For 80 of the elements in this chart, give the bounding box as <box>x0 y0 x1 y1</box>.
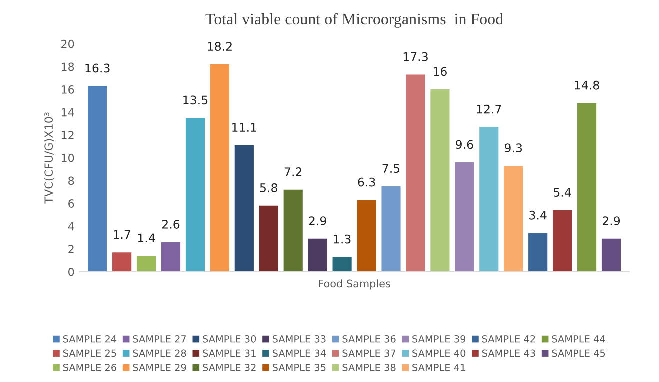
y-tick-label: 4 <box>68 222 74 231</box>
bar <box>284 190 303 272</box>
legend-label: SAMPLE 45 <box>552 350 606 358</box>
y-tick-label: 14 <box>62 108 74 117</box>
legend-label: SAMPLE 37 <box>342 350 396 358</box>
data-label: 16 <box>434 67 447 76</box>
bar <box>430 90 450 272</box>
data-label: 9.3 <box>504 144 522 153</box>
bar <box>234 145 254 272</box>
legend-label: SAMPLE 42 <box>482 335 536 343</box>
legend-label: SAMPLE 30 <box>203 335 256 343</box>
bar <box>112 252 132 272</box>
bar <box>504 166 524 272</box>
legend-label: SAMPLE 41 <box>412 364 466 372</box>
data-label: 2.9 <box>309 216 326 226</box>
bar <box>88 86 108 272</box>
bar <box>553 210 572 272</box>
data-label: 6.3 <box>358 178 376 187</box>
y-tick-label: 20 <box>62 40 74 48</box>
y-tick-label: 10 <box>62 154 74 162</box>
bar <box>528 233 548 272</box>
bar <box>186 118 206 272</box>
data-label: 7.2 <box>284 168 302 176</box>
bar <box>480 127 499 272</box>
data-label: 5.4 <box>554 188 572 198</box>
data-label: 14.8 <box>575 80 600 90</box>
legend-label: SAMPLE 36 <box>342 335 396 343</box>
data-label: 13.5 <box>184 96 208 105</box>
legend-label: SAMPLE 28 <box>133 350 186 358</box>
chart-title: Total viable count of Microorganisms in Food <box>206 13 504 28</box>
bar <box>577 103 597 272</box>
y-tick-label: 6 <box>68 200 74 208</box>
bar <box>455 162 474 272</box>
data-label: 1.7 <box>114 230 130 240</box>
data-label: 1.4 <box>138 234 156 242</box>
data-label: 12.7 <box>477 104 502 114</box>
y-tick-label: 16 <box>62 86 74 94</box>
legend-label: SAMPLE 44 <box>552 335 606 343</box>
y-tick-label: 0 <box>68 268 74 276</box>
bar <box>136 256 156 272</box>
y-tick-label: 12 <box>62 131 74 140</box>
y-tick-label: 8 <box>68 176 74 186</box>
legend-label: SAMPLE 40 <box>412 350 466 358</box>
bar <box>602 238 622 272</box>
legend-label: SAMPLE 35 <box>272 364 326 372</box>
legend-label: SAMPLE 26 <box>63 364 116 372</box>
legend-label: SAMPLE 31 <box>203 350 256 358</box>
data-label: 3.4 <box>530 210 547 220</box>
bar <box>259 206 278 272</box>
y-tick-label: 18 <box>62 62 74 72</box>
legend-label: SAMPLE 24 <box>63 335 117 343</box>
data-label: 2.6 <box>162 220 180 229</box>
data-label: 5.8 <box>260 184 278 192</box>
bar <box>332 257 352 272</box>
data-label: 9.6 <box>456 140 474 150</box>
legend-label: SAMPLE 39 <box>412 335 466 343</box>
bar <box>382 186 401 272</box>
y-tick-label: 2 <box>68 245 74 254</box>
legend-label: SAMPLE 34 <box>272 350 326 358</box>
data-label: 18.2 <box>208 42 232 52</box>
y-axis-title: TVC(CFU/G)X10³ <box>44 112 54 204</box>
legend-label: SAMPLE 33 <box>272 335 326 343</box>
bar <box>210 64 230 272</box>
data-label: 16.3 <box>86 64 110 73</box>
data-label: 17.3 <box>404 52 428 62</box>
data-label: 7.5 <box>382 164 400 174</box>
legend-label: SAMPLE 43 <box>482 350 536 358</box>
legend-label: SAMPLE 38 <box>342 364 396 372</box>
bar <box>357 200 376 272</box>
bar <box>308 238 328 272</box>
legend-label: SAMPLE 29 <box>133 364 186 372</box>
data-label: 11.1 <box>232 123 256 132</box>
bar <box>161 242 181 272</box>
x-axis-title: Food Samples <box>319 280 390 290</box>
data-label: 2.9 <box>602 216 620 226</box>
legend-label: SAMPLE 32 <box>203 364 256 372</box>
legend-label: SAMPLE 25 <box>63 350 116 358</box>
legend-label: SAMPLE 27 <box>133 335 186 343</box>
bar <box>406 74 426 272</box>
data-label: 1.3 <box>334 234 351 244</box>
